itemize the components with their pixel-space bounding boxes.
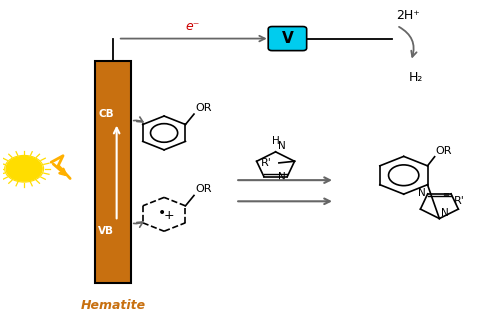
- Text: CB: CB: [98, 109, 114, 118]
- Text: N: N: [278, 141, 286, 151]
- Text: R': R': [454, 196, 464, 207]
- Text: OR: OR: [195, 184, 212, 195]
- Text: ≡: ≡: [442, 190, 449, 199]
- Text: R': R': [261, 158, 272, 168]
- Text: OR: OR: [195, 103, 212, 113]
- FancyBboxPatch shape: [268, 26, 307, 51]
- Text: H: H: [272, 136, 279, 146]
- Text: OR: OR: [435, 146, 452, 156]
- Text: 2H⁺: 2H⁺: [396, 9, 420, 22]
- Text: N: N: [418, 188, 425, 198]
- Text: N: N: [278, 171, 286, 182]
- Text: N: N: [441, 208, 448, 217]
- Text: •: •: [157, 206, 166, 220]
- Text: V: V: [282, 31, 293, 46]
- Text: +: +: [164, 209, 174, 222]
- Text: h⁺: h⁺: [133, 225, 145, 236]
- Circle shape: [6, 156, 42, 181]
- Bar: [96, 61, 131, 283]
- Text: VB: VB: [98, 225, 114, 236]
- Text: e⁻: e⁻: [185, 20, 200, 33]
- Text: H₂: H₂: [408, 71, 423, 84]
- Text: e⁻: e⁻: [133, 109, 145, 118]
- Text: Hematite: Hematite: [81, 299, 145, 312]
